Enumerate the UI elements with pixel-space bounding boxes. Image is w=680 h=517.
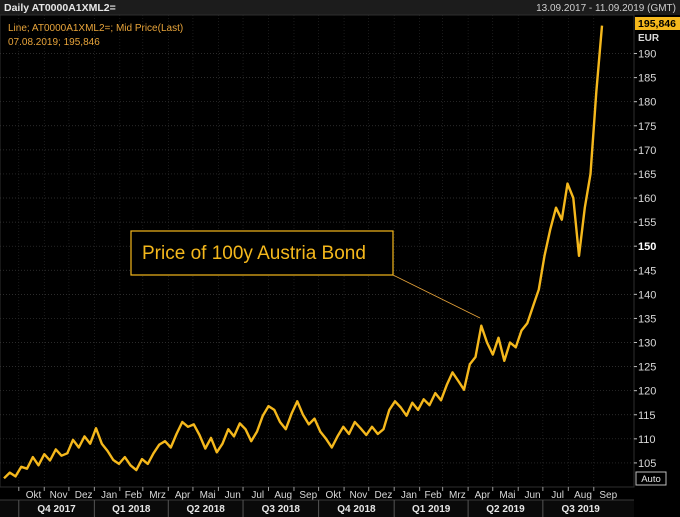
- y-tick-label: 120: [638, 386, 656, 398]
- x-month-label: Nov: [50, 490, 68, 501]
- x-month-label: Aug: [574, 490, 592, 501]
- x-month-label: Jan: [401, 490, 417, 501]
- legend-line2: 07.08.2019; 195,846: [8, 37, 100, 48]
- last-value-tag: [635, 17, 680, 30]
- x-quarter-label: Q3 2019: [561, 504, 600, 515]
- auto-button-label: Auto: [641, 474, 661, 485]
- y-tick-label: 115: [638, 410, 656, 422]
- y-tick-label: 190: [638, 49, 656, 61]
- annotation-text: Price of 100y Austria Bond: [142, 243, 366, 264]
- x-quarter-label: Q1 2018: [112, 504, 151, 515]
- x-month-label: Okt: [326, 490, 342, 501]
- y-tick-label: 180: [638, 97, 656, 109]
- x-quarter-label: Q4 2017: [37, 504, 76, 515]
- x-quarter-label: Q4 2018: [337, 504, 376, 515]
- x-month-label: Jun: [524, 490, 540, 501]
- x-quarter-label: Q2 2018: [186, 504, 225, 515]
- date-range: 13.09.2017 - 11.09.2019 (GMT): [536, 3, 676, 14]
- x-month-label: Sep: [599, 490, 617, 501]
- x-month-label: Jan: [101, 490, 117, 501]
- x-month-label: Jul: [551, 490, 564, 501]
- x-month-label: Apr: [475, 490, 491, 501]
- x-month-label: Feb: [425, 490, 443, 501]
- legend-line1: Line; AT0000A1XML2=; Mid Price(Last): [8, 23, 183, 34]
- chart-title: Daily AT0000A1XML2=: [4, 2, 116, 14]
- x-month-label: Feb: [125, 490, 143, 501]
- y-tick-label: 175: [638, 121, 656, 133]
- quarter-band: [0, 500, 634, 517]
- x-month-label: Apr: [175, 490, 191, 501]
- y-tick-label: 135: [638, 313, 656, 325]
- y-tick-label: 170: [638, 145, 656, 157]
- x-month-label: Okt: [26, 490, 42, 501]
- x-month-label: Aug: [274, 490, 292, 501]
- auto-button[interactable]: [635, 471, 667, 486]
- x-month-label: Dez: [375, 490, 393, 501]
- x-month-label: Dez: [75, 490, 93, 501]
- series-line: [3, 25, 604, 480]
- y-tick-label: 155: [638, 217, 656, 229]
- y-tick-label: 110: [638, 434, 656, 446]
- header-bar: [0, 0, 680, 15]
- x-month-label: Jun: [225, 490, 241, 501]
- y-tick-label: 145: [638, 265, 656, 277]
- x-month-label: Mrz: [449, 490, 466, 501]
- x-month-label: Jul: [251, 490, 264, 501]
- x-quarter-label: Q3 2018: [262, 504, 301, 515]
- x-month-label: Sep: [299, 490, 317, 501]
- annotation-leader: [392, 274, 481, 319]
- y-tick-label: 150: [638, 241, 656, 253]
- y-tick-label: 165: [638, 169, 656, 181]
- x-month-label: Mai: [499, 490, 515, 501]
- y-tick-label: 160: [638, 193, 656, 205]
- y-axis: 105 110 115 120 125 130 135 140 145 150 155 160 165 1…: [634, 49, 656, 470]
- y-tick-label: 125: [638, 362, 656, 374]
- x-month-label: Mai: [200, 490, 216, 501]
- y-unit-label: EUR: [638, 33, 660, 44]
- y-tick-label: 130: [638, 338, 656, 350]
- last-value-label: 195,846: [638, 18, 676, 30]
- x-quarter-label: Q1 2019: [412, 504, 451, 515]
- y-tick-label: 185: [638, 73, 656, 85]
- x-month-label: Mrz: [149, 490, 166, 501]
- x-axis: Okt Nov Dez Jan Feb Mrz Apr Mai Jun Jul Aug Sep Okt N…: [0, 487, 634, 517]
- y-tick-label: 140: [638, 289, 656, 301]
- x-month-label: Nov: [349, 490, 367, 501]
- y-tick-label: 105: [638, 458, 656, 470]
- annotation-box: [130, 230, 394, 276]
- x-quarter-label: Q2 2019: [486, 504, 525, 515]
